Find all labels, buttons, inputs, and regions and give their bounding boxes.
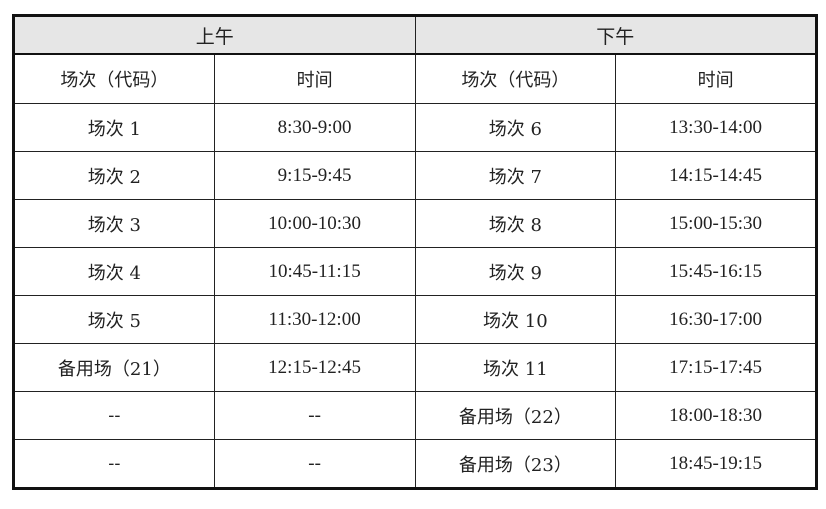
table-row: 备用场（21） 12:15-12:45 场次 11 17:15-17:45	[13, 343, 817, 392]
am-session-cell: 场次 5	[13, 295, 215, 344]
pm-session-cell: 备用场（22）	[414, 391, 617, 440]
pm-time-cell: 15:00-15:30	[615, 199, 817, 248]
afternoon-header: 下午	[414, 15, 817, 55]
pm-session-cell: 场次 9	[414, 247, 617, 296]
pm-session-cell: 场次 11	[414, 343, 617, 392]
pm-time-cell: 15:45-16:15	[615, 247, 817, 296]
am-time-cell: --	[213, 439, 416, 489]
am-time-cell: 8:30-9:00	[213, 103, 416, 152]
pm-session-cell: 场次 6	[414, 103, 617, 152]
am-session-cell: 场次 2	[13, 151, 215, 200]
pm-time-cell: 13:30-14:00	[615, 103, 817, 152]
pm-time-cell: 14:15-14:45	[615, 151, 817, 200]
am-time-cell: 10:45-11:15	[213, 247, 416, 296]
pm-session-cell: 场次 8	[414, 199, 617, 248]
table-row: 场次 1 8:30-9:00 场次 6 13:30-14:00	[13, 103, 817, 152]
table-row: 场次 2 9:15-9:45 场次 7 14:15-14:45	[13, 151, 817, 200]
morning-header: 上午	[13, 15, 416, 55]
am-time-cell: 12:15-12:45	[213, 343, 416, 392]
pm-time-cell: 18:00-18:30	[615, 391, 817, 440]
schedule-table: 上午 下午 场次（代码） 时间 场次（代码） 时间 场次 1 8:30-9:00 场…	[12, 14, 818, 490]
am-session-cell: 场次 4	[13, 247, 215, 296]
am-session-cell: 场次 3	[13, 199, 215, 248]
pm-time-cell: 16:30-17:00	[615, 295, 817, 344]
am-session-cell: --	[13, 439, 215, 489]
pm-session-header: 场次（代码）	[414, 53, 617, 104]
column-header-row: 场次（代码） 时间 场次（代码） 时间	[13, 53, 817, 104]
pm-session-cell: 备用场（23）	[414, 439, 617, 489]
am-time-cell: 10:00-10:30	[213, 199, 416, 248]
pm-time-cell: 17:15-17:45	[615, 343, 817, 392]
pm-time-header: 时间	[615, 53, 817, 104]
table-row: -- -- 备用场（23） 18:45-19:15	[13, 439, 817, 489]
am-session-cell: 备用场（21）	[13, 343, 215, 392]
table-row: 场次 3 10:00-10:30 场次 8 15:00-15:30	[13, 199, 817, 248]
am-time-cell: 11:30-12:00	[213, 295, 416, 344]
am-session-cell: 场次 1	[13, 103, 215, 152]
am-time-cell: --	[213, 391, 416, 440]
table-row: -- -- 备用场（22） 18:00-18:30	[13, 391, 817, 440]
am-time-header: 时间	[213, 53, 416, 104]
pm-session-cell: 场次 10	[414, 295, 617, 344]
table-row: 场次 5 11:30-12:00 场次 10 16:30-17:00	[13, 295, 817, 344]
period-header-row: 上午 下午	[13, 15, 817, 55]
am-session-cell: --	[13, 391, 215, 440]
pm-session-cell: 场次 7	[414, 151, 617, 200]
am-session-header: 场次（代码）	[13, 53, 215, 104]
pm-time-cell: 18:45-19:15	[615, 439, 817, 489]
am-time-cell: 9:15-9:45	[213, 151, 416, 200]
table-row: 场次 4 10:45-11:15 场次 9 15:45-16:15	[13, 247, 817, 296]
